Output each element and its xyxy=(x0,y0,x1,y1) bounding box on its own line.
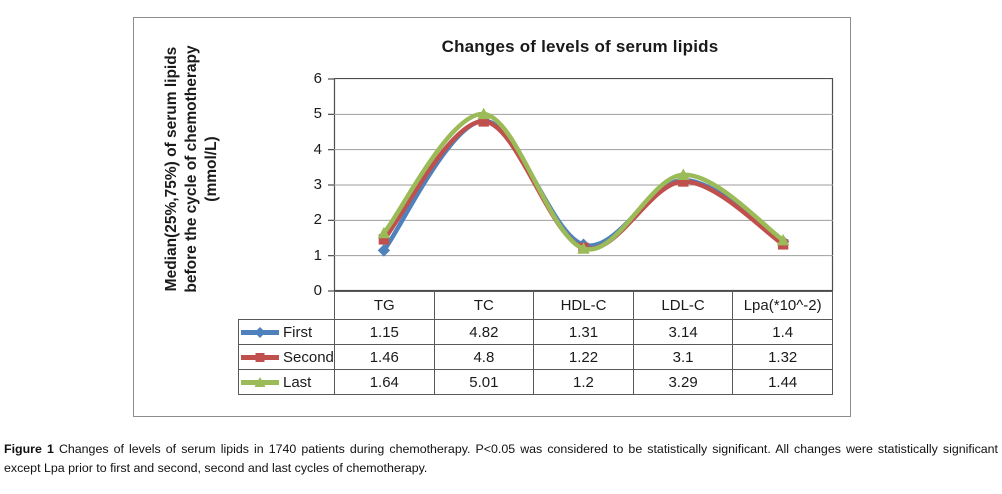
column-header-ldlc: LDL-C xyxy=(632,291,734,320)
y-tick-label: 6 xyxy=(313,70,322,87)
table-cell: 3.29 xyxy=(632,369,734,395)
y-tick-label: 0 xyxy=(313,282,322,299)
series-last-label: Last xyxy=(283,373,312,391)
table-row-last: Last 1.64 5.01 1.2 3.29 1.44 xyxy=(238,369,833,395)
plot-svg xyxy=(328,78,834,292)
data-table: TG TC HDL-C LDL-C Lpa(*10^-2) First 1.15… xyxy=(238,291,833,395)
table-cell: 1.15 xyxy=(334,319,435,345)
y-axis-title-line-1: Median(25%,75%) of serum lipids xyxy=(163,46,180,292)
y-tick-label: 4 xyxy=(313,140,322,158)
table-cell: 4.8 xyxy=(433,344,535,370)
table-cell: 3.14 xyxy=(632,319,734,345)
table-row-second: Second 1.46 4.8 1.22 3.1 1.32 xyxy=(238,344,833,370)
table-cell: 3.1 xyxy=(632,344,734,370)
figure-box: Changes of levels of serum lipids Median… xyxy=(133,17,851,417)
y-axis-title-line-3: (mmol/L) xyxy=(203,136,220,202)
column-header-tc: TC xyxy=(433,291,535,320)
column-header-hdlc: HDL-C xyxy=(533,291,634,320)
figure-caption: Figure 1 Changes of levels of serum lipi… xyxy=(4,440,998,477)
table-cell: 1.31 xyxy=(533,319,634,345)
table-cell: 1.32 xyxy=(732,344,833,370)
y-axis-title: Median(25%,75%) of serum lipids before t… xyxy=(162,9,226,329)
y-axis-ticks: 0 1 2 3 4 5 6 xyxy=(290,70,328,299)
table-cell: 1.46 xyxy=(334,344,435,370)
chart-title: Changes of levels of serum lipids xyxy=(441,37,719,56)
table-row-first: First 1.15 4.82 1.31 3.14 1.4 xyxy=(238,319,833,345)
table-cell: 1.2 xyxy=(533,369,634,395)
table-cell: 1.64 xyxy=(334,369,435,395)
legend-cell-first: First xyxy=(238,319,335,345)
legend-cell-last: Last xyxy=(238,369,335,395)
caption-text: Changes of levels of serum lipids in 174… xyxy=(4,442,999,475)
y-tick-label: 1 xyxy=(313,246,322,264)
series-second-label: Second xyxy=(283,348,334,366)
caption-label: Figure 1 xyxy=(4,442,54,456)
series-second-marker-icon xyxy=(240,351,280,364)
y-tick-label: 5 xyxy=(313,105,322,123)
column-header-tg: TG xyxy=(334,291,435,320)
series-last-marker-icon xyxy=(240,376,280,389)
table-cell: 1.44 xyxy=(732,369,833,395)
y-tick-label: 2 xyxy=(313,211,322,229)
table-header-row: TG TC HDL-C LDL-C Lpa(*10^-2) xyxy=(239,291,833,320)
table-cell: 1.4 xyxy=(732,319,833,345)
series-first-marker-icon xyxy=(240,326,280,339)
table-cell: 1.22 xyxy=(533,344,634,370)
column-header-lpa: Lpa(*10^-2) xyxy=(732,291,833,320)
series-first-label: First xyxy=(283,323,313,341)
table-cell: 5.01 xyxy=(433,369,535,395)
legend-cell-second: Second xyxy=(238,344,335,370)
table-cell: 4.82 xyxy=(433,319,535,345)
y-tick-label: 3 xyxy=(313,176,322,193)
y-axis-title-line-2: before the cycle of chemotherapy xyxy=(183,45,200,293)
table-blank-cell xyxy=(239,292,335,320)
